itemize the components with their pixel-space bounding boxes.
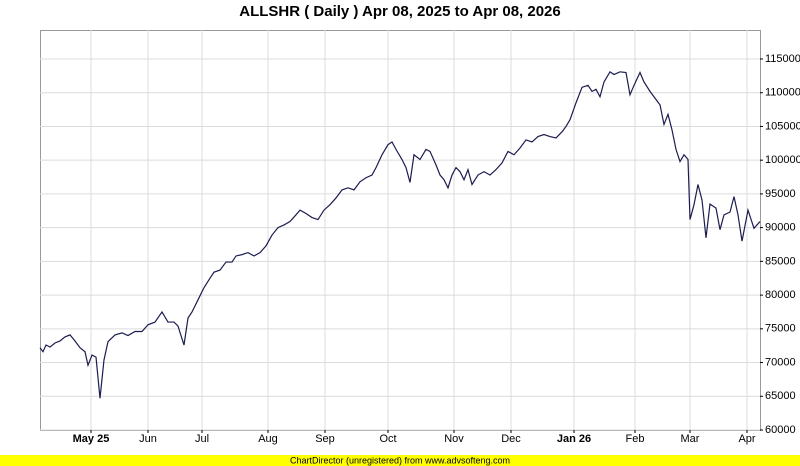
- line-series: [39, 70, 761, 399]
- x-tick-label: Jan 26: [557, 433, 591, 445]
- y-tick-label: 110000: [765, 87, 800, 99]
- footer: ChartDirector (unregistered) from www.ad…: [290, 455, 510, 465]
- x-tick-label: Jun: [139, 433, 157, 445]
- y-tick-label: 85000: [765, 255, 796, 267]
- plot-area: [40, 30, 761, 431]
- y-tick-label: 65000: [765, 390, 796, 402]
- y-tick-label: 95000: [765, 188, 796, 200]
- x-tick-label: Oct: [379, 433, 396, 445]
- x-tick-label: May 25: [73, 433, 110, 445]
- y-tick-label: 70000: [765, 356, 796, 368]
- x-tick-label: Nov: [444, 433, 464, 445]
- chart-title: ALLSHR ( Daily ) Apr 08, 2025 to Apr 08,…: [239, 3, 561, 20]
- x-tick-label: Aug: [258, 433, 278, 445]
- y-tick-label: 105000: [765, 120, 800, 132]
- grid: [40, 30, 763, 433]
- y-tick-label: 75000: [765, 323, 796, 335]
- x-tick-label: Jul: [195, 433, 209, 445]
- y-tick-label: 60000: [765, 424, 796, 436]
- x-tick-label: Dec: [501, 433, 521, 445]
- x-tick-label: Feb: [626, 433, 645, 445]
- y-tick-label: 115000: [765, 53, 800, 65]
- y-tick-label: 80000: [765, 289, 796, 301]
- y-tick-label: 100000: [765, 154, 800, 166]
- footer-bar: [0, 455, 800, 466]
- y-tick-label: 90000: [765, 222, 796, 234]
- x-tick-label: Apr: [738, 433, 755, 445]
- x-tick-label: Mar: [681, 433, 700, 445]
- series-layer: [39, 70, 761, 399]
- x-tick-label: Sep: [315, 433, 335, 445]
